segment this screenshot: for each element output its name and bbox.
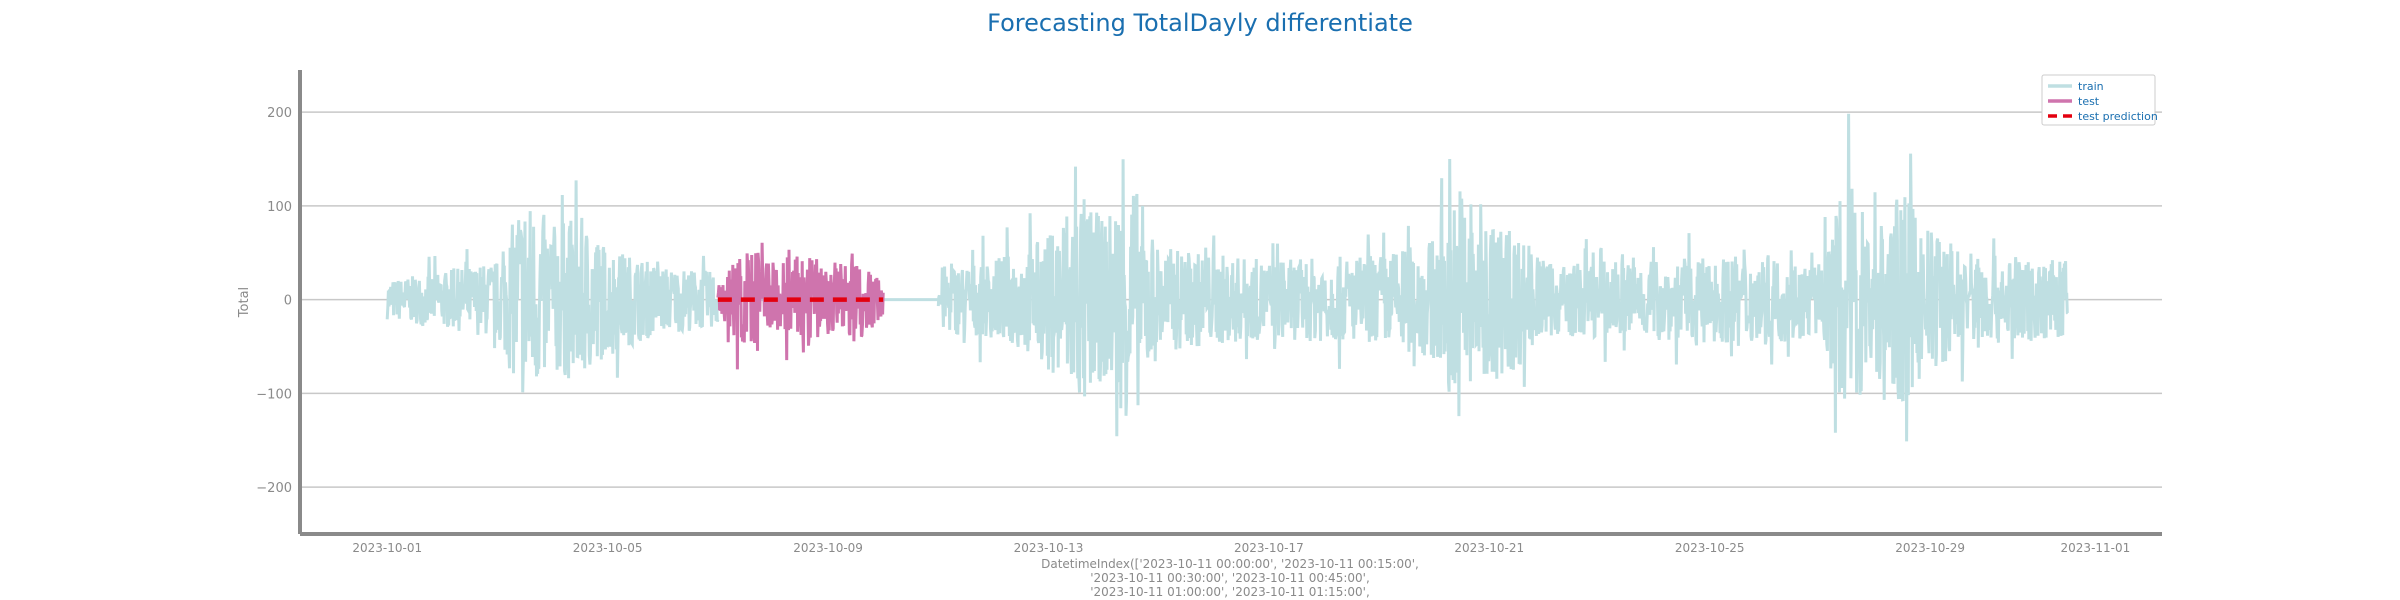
legend-label-test: test [2078, 95, 2100, 108]
x-axis-label-line: '2023-10-11 00:30:00', '2023-10-11 00:45… [1090, 571, 1370, 585]
x-axis-label-line: DatetimeIndex(['2023-10-11 00:00:00', '2… [1041, 557, 1419, 571]
legend-label-test-prediction: test prediction [2078, 110, 2158, 123]
y-axis-label: Total [237, 287, 252, 318]
y-tick-label: −200 [256, 481, 292, 496]
legend-label-train: train [2078, 80, 2104, 93]
x-tick-label: 2023-10-29 [1895, 541, 1965, 555]
x-tick-label: 2023-10-05 [573, 541, 643, 555]
x-tick-label: 2023-10-21 [1454, 541, 1524, 555]
y-tick-label: 200 [267, 106, 292, 121]
test-line [716, 242, 885, 370]
y-tick-label: 0 [284, 294, 292, 309]
y-tick-label: 100 [267, 200, 292, 215]
x-tick-label: 2023-10-13 [1014, 541, 1084, 555]
x-tick-label: 2023-11-01 [2061, 541, 2131, 555]
series-train [385, 113, 2069, 442]
y-tick-label: −100 [256, 387, 292, 402]
x-tick-label: 2023-10-17 [1234, 541, 1304, 555]
x-axis-label: DatetimeIndex(['2023-10-11 00:00:00', '2… [1041, 557, 1419, 599]
axes [298, 70, 2162, 536]
train-line-segment-2 [936, 113, 2069, 442]
x-tick-label: 2023-10-01 [352, 541, 422, 555]
x-tick-label: 2023-10-25 [1675, 541, 1745, 555]
y-tick-labels: 200 100 0 −100 −200 [256, 106, 292, 496]
legend: train test test prediction [2041, 74, 2158, 126]
series-test [716, 242, 885, 370]
train-line-segment-1 [385, 180, 720, 393]
x-axis-label-line: '2023-10-11 01:00:00', '2023-10-11 01:15… [1090, 585, 1370, 599]
chart-title: Forecasting TotalDayly differentiate [987, 9, 1413, 37]
x-tick-labels: 2023-10-01 2023-10-05 2023-10-09 2023-10-13… [352, 541, 2130, 555]
x-tick-label: 2023-10-09 [793, 541, 863, 555]
